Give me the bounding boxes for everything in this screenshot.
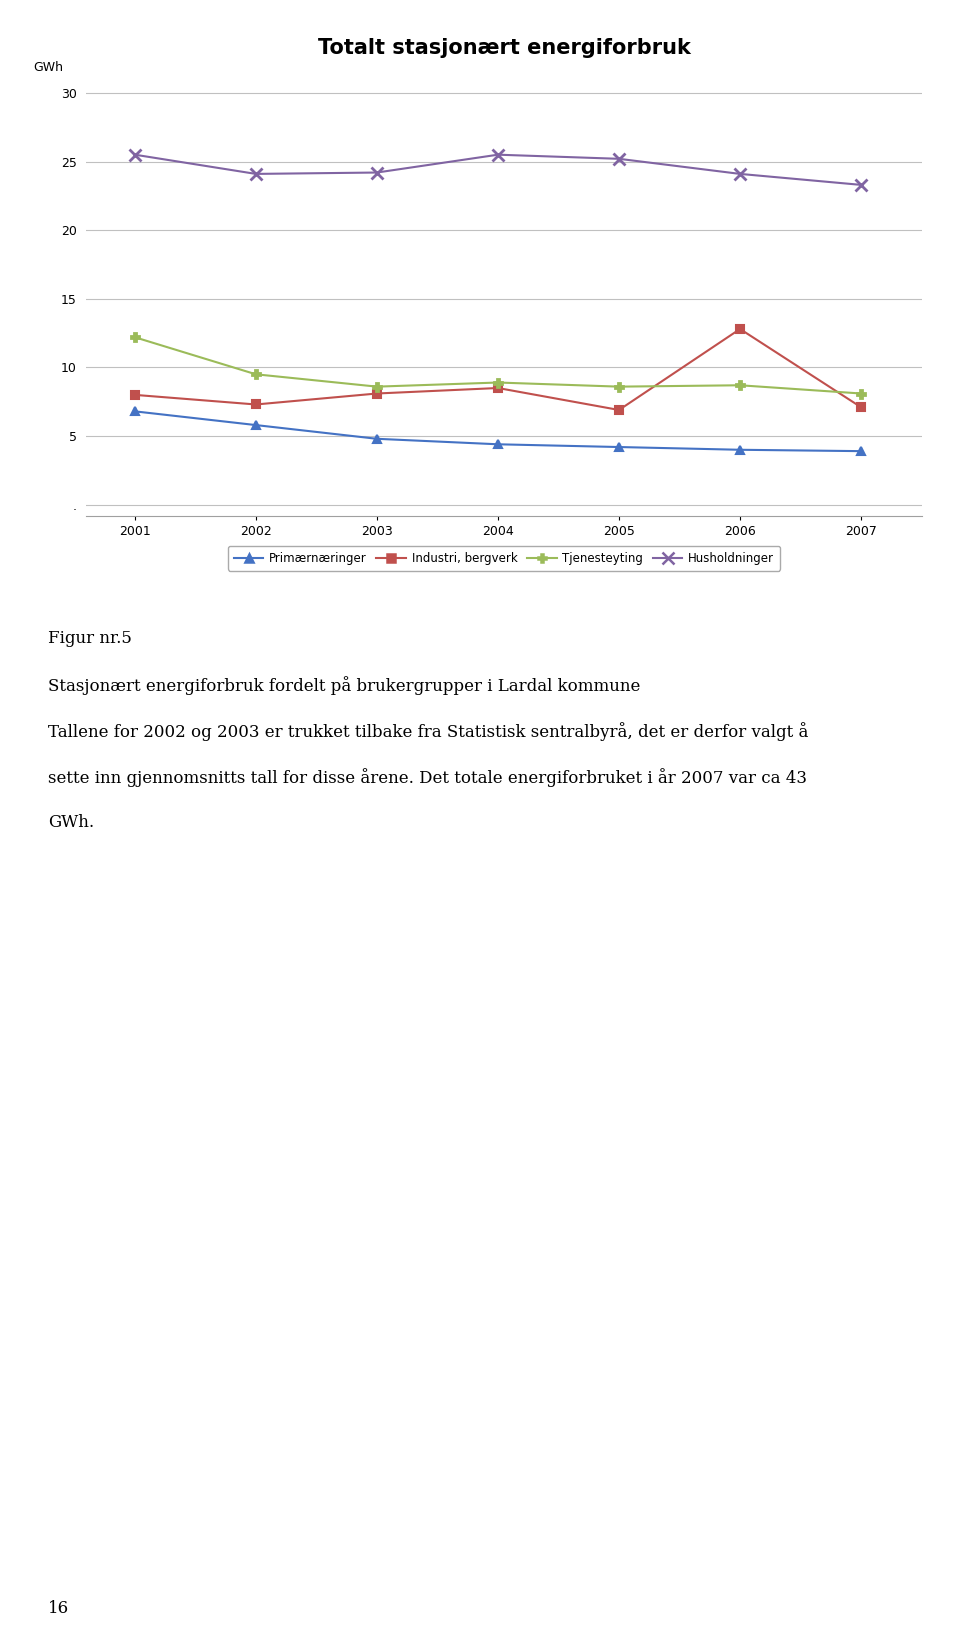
Tjenesteyting xyxy=(613,377,625,396)
Husholdninger xyxy=(734,164,746,183)
Primærnæringer xyxy=(372,429,383,449)
Text: GWh.: GWh. xyxy=(48,814,94,830)
Primærnæringer xyxy=(734,440,746,460)
Industri, bergverk xyxy=(613,399,625,419)
Husholdninger xyxy=(613,149,625,169)
Husholdninger xyxy=(372,162,383,182)
Industri, bergverk xyxy=(492,378,504,398)
Industri, bergverk xyxy=(372,383,383,403)
Line: Primærnæringer: Primærnæringer xyxy=(131,408,865,455)
Text: Stasjonært energiforbruk fordelt på brukergrupper i Lardal kommune: Stasjonært energiforbruk fordelt på bruk… xyxy=(48,676,640,696)
Primærnæringer xyxy=(129,401,140,421)
Tjenesteyting xyxy=(492,373,504,393)
Text: 16: 16 xyxy=(48,1601,69,1617)
Tjenesteyting xyxy=(129,327,140,347)
Primærnæringer xyxy=(855,442,867,462)
Tjenesteyting xyxy=(855,383,867,403)
Text: GWh: GWh xyxy=(34,61,63,74)
Husholdninger xyxy=(855,175,867,195)
Title: Totalt stasjonært energiforbruk: Totalt stasjonært energiforbruk xyxy=(318,38,690,59)
Tjenesteyting xyxy=(251,365,262,385)
Industri, bergverk xyxy=(734,319,746,339)
Husholdninger xyxy=(251,164,262,183)
Industri, bergverk xyxy=(855,398,867,417)
Industri, bergverk xyxy=(251,395,262,414)
Husholdninger xyxy=(492,144,504,164)
Text: sette inn gjennomsnitts tall for disse årene. Det totale energiforbruket i år 20: sette inn gjennomsnitts tall for disse å… xyxy=(48,768,807,787)
Tjenesteyting xyxy=(372,377,383,396)
Primærnæringer xyxy=(251,416,262,435)
Text: Tallene for 2002 og 2003 er trukket tilbake fra Statistisk sentralbyrå, det er d: Tallene for 2002 og 2003 er trukket tilb… xyxy=(48,722,808,742)
Legend: Primærnæringer, Industri, bergverk, Tjenesteyting, Husholdninger: Primærnæringer, Industri, bergverk, Tjen… xyxy=(228,545,780,571)
Line: Husholdninger: Husholdninger xyxy=(130,149,867,190)
Text: Figur nr.5: Figur nr.5 xyxy=(48,630,132,647)
Industri, bergverk xyxy=(129,385,140,404)
Line: Tjenesteyting: Tjenesteyting xyxy=(131,332,865,398)
Tjenesteyting xyxy=(734,375,746,395)
Line: Industri, bergverk: Industri, bergverk xyxy=(131,324,865,414)
Primærnæringer xyxy=(613,437,625,457)
Husholdninger xyxy=(129,144,140,164)
Primærnæringer xyxy=(492,434,504,453)
